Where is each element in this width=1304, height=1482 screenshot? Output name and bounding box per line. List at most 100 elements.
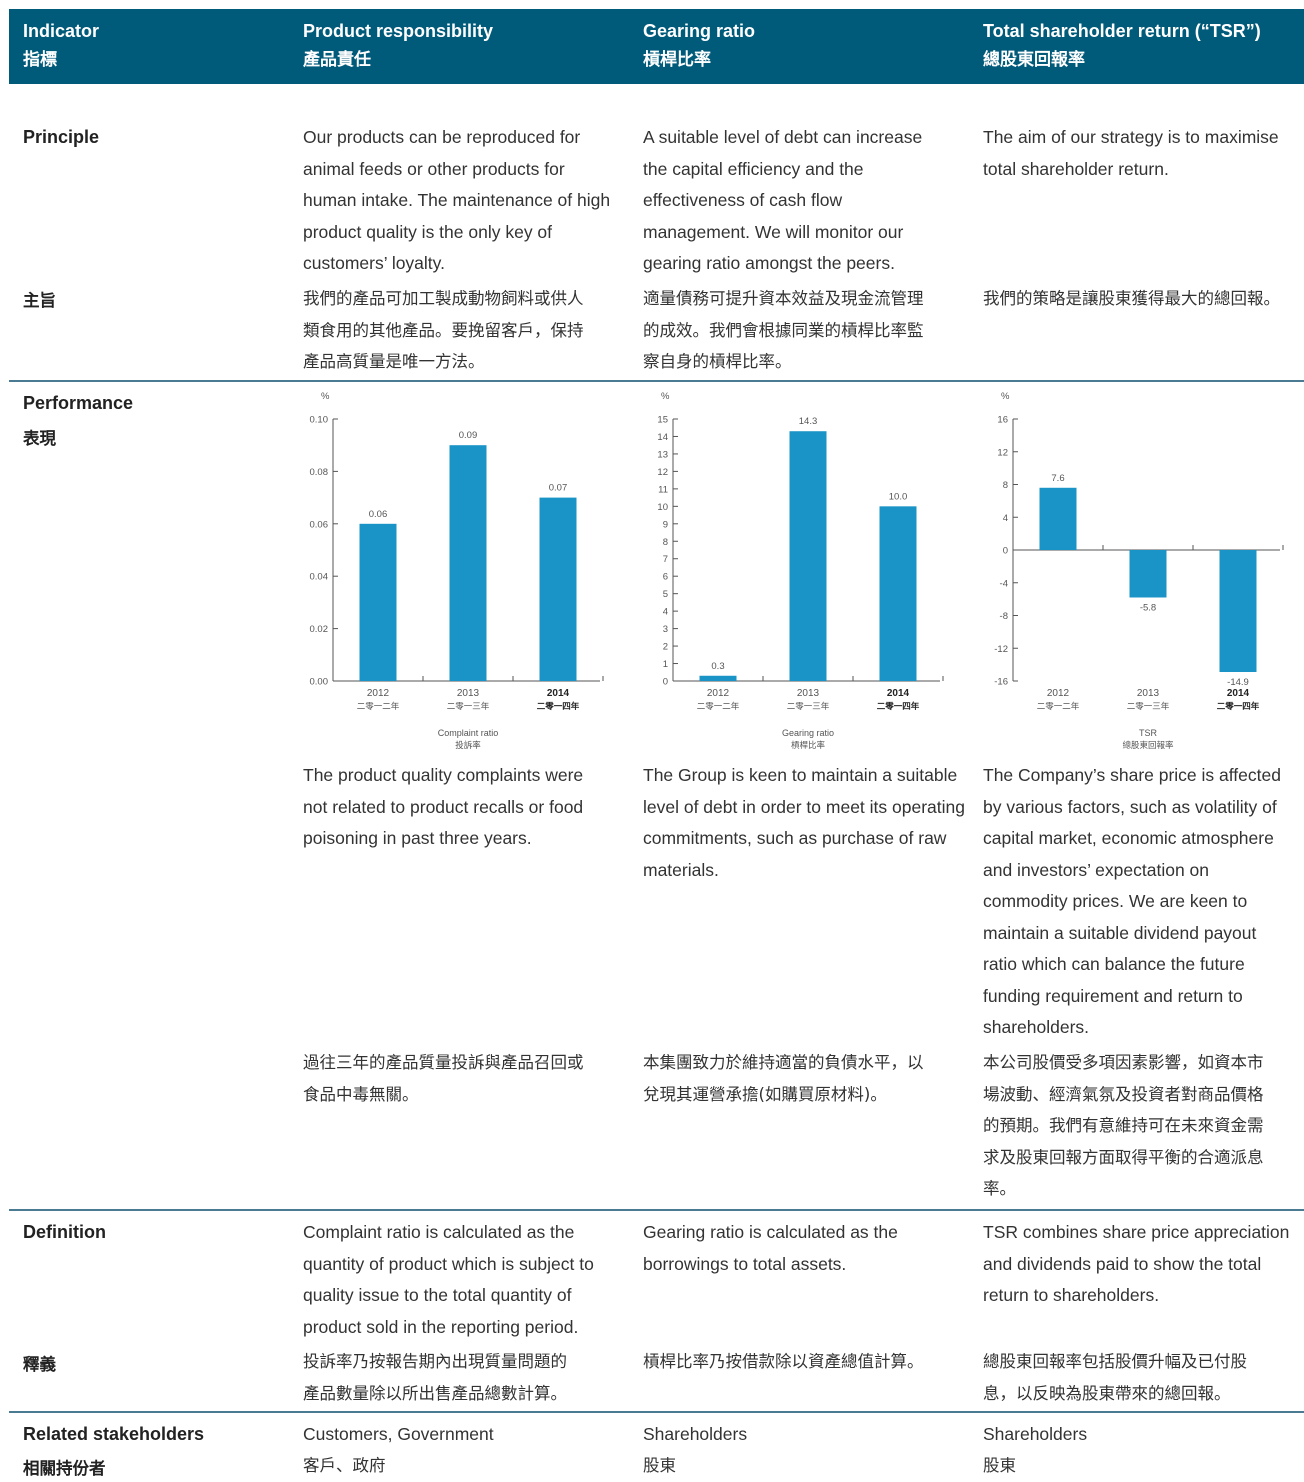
- header-zh: 產品責任: [303, 50, 371, 70]
- text-line: animal feeds or other products for: [303, 158, 565, 179]
- y-tick-label: 5: [663, 589, 668, 600]
- chart-caption-zh: 槓桿比率: [791, 740, 826, 750]
- principle-text-tsr-zh: 我們的策略是讓股東獲得最大的總回報。: [983, 283, 1280, 315]
- text-line: product quality is the only key of: [303, 221, 553, 242]
- text-line: 我們的策略是讓股東獲得最大的總回報。: [983, 289, 1280, 308]
- bar-2012: [359, 523, 397, 681]
- text-line: 本公司股價受多項因素影響，如資本市: [983, 1053, 1264, 1072]
- x-category-label-zh: 二零一二年: [1037, 701, 1080, 711]
- text-line: not related to product recalls or food: [303, 796, 584, 817]
- x-category-label-zh: 二零一二年: [357, 701, 400, 711]
- stakeholders-text-tsr: Shareholders: [983, 1419, 1087, 1451]
- text-line: borrowings to total assets.: [643, 1253, 847, 1274]
- performance-text-tsr: The Company’s share price is affected by …: [983, 760, 1281, 1044]
- definition-text-product-zh: 投訴率乃按報告期內出現質量問題的 產品數量除以所出售產品總數計算。: [303, 1346, 567, 1409]
- text-line: The Group is keen to maintain a suitable: [643, 765, 958, 785]
- y-tick-label: -4: [1000, 578, 1008, 589]
- text-line: 率。: [983, 1179, 1016, 1198]
- principle-text-gearing: A suitable level of debt can increase the…: [643, 122, 922, 280]
- text-line: 槓桿比率乃按借款除以資產總值計算。: [643, 1352, 924, 1371]
- header-indicator: Indicator 指標: [23, 20, 99, 71]
- text-line: 產品數量除以所出售產品總數計算。: [303, 1383, 567, 1403]
- data-label: 7.6: [1051, 473, 1064, 484]
- text-line: 適量債務可提升資本效益及現金流管理: [643, 289, 924, 308]
- text-line: The Company’s share price is affected: [983, 765, 1281, 785]
- principle-text-product: Our products can be reproduced for animal…: [303, 122, 610, 280]
- text-line: 股東: [643, 1456, 676, 1475]
- text-line: materials.: [643, 859, 719, 880]
- text-line: funding requirement and return to: [983, 985, 1243, 1006]
- header-zh: 槓桿比率: [643, 50, 711, 70]
- text-line: Shareholders: [643, 1424, 748, 1444]
- bar-2014: [539, 497, 577, 681]
- text-line: total shareholder return.: [983, 158, 1169, 179]
- text-line: 客戶、政府: [303, 1456, 386, 1475]
- performance-label: Performance: [23, 393, 134, 413]
- definition-text-tsr-zh: 總股東回報率包括股價升幅及已付股 息，以反映為股東帶來的總回報。: [983, 1346, 1247, 1409]
- text-line: the capital efficiency and the: [643, 158, 864, 179]
- text-line: level of debt in order to meet its opera…: [643, 796, 965, 817]
- text-line: Our products can be reproduced for: [303, 127, 581, 147]
- y-tick-label: 15: [657, 415, 668, 426]
- y-tick-label: 7: [663, 554, 668, 565]
- header-en: Product responsibility: [303, 21, 494, 41]
- y-tick-label: 12: [657, 467, 668, 478]
- performance-label-zh: 表現: [23, 429, 56, 448]
- bar-2013: [449, 445, 487, 681]
- bar-2013: [1129, 550, 1167, 598]
- row-divider: [9, 1209, 1304, 1211]
- row-divider: [9, 1411, 1304, 1413]
- principle-text-tsr: The aim of our strategy is to maximise to…: [983, 122, 1279, 185]
- y-tick-label: 4: [663, 607, 668, 618]
- x-category-label-zh: 二零一四年: [537, 701, 580, 711]
- text-line: poisoning in past three years.: [303, 828, 532, 848]
- text-line: Gearing ratio is calculated as the: [643, 1222, 898, 1242]
- text-line: return to shareholders.: [983, 1285, 1160, 1305]
- gearing-ratio-chart: %01234567891011121314150.32012二零一二年14.32…: [657, 391, 944, 750]
- header-zh: 總股東回報率: [983, 50, 1085, 70]
- text-line: commitments, such as purchase of raw: [643, 828, 947, 848]
- performance-text-gearing-zh: 本集團致力於維持適當的負債水平，以 兌現其運營承擔(如購買原材料)。: [643, 1047, 924, 1110]
- complaint-ratio-chart: % 0.00 0.02 0.04 0.06 0.08 0.10 0.06 2012 二零一二年 0.…: [310, 391, 604, 750]
- y-tick-label: 0.02: [310, 624, 329, 635]
- header-tsr: Total shareholder return (“TSR”) 總股東回報率: [983, 20, 1261, 71]
- text-line: 我們的產品可加工製成動物飼料或供人: [303, 289, 584, 308]
- unit-label: %: [321, 391, 330, 402]
- text-line: and investors’ expectation on: [983, 859, 1210, 880]
- text-line: 息，以反映為股東帶來的總回報。: [983, 1383, 1231, 1403]
- text-line: capital market, economic atmosphere: [983, 828, 1274, 848]
- y-tick-label: 0.00: [310, 677, 329, 688]
- bar-2014: [1219, 550, 1257, 672]
- y-tick-label: 12: [997, 447, 1008, 458]
- header-en: Total shareholder return (“TSR”): [983, 21, 1261, 41]
- header-gearing-ratio: Gearing ratio 槓桿比率: [643, 20, 755, 71]
- data-label: 0.09: [459, 430, 478, 441]
- bar-2014: [879, 506, 917, 681]
- table-header: Indicator 指標 Product responsibility 產品責任…: [9, 9, 1304, 84]
- row-divider: [9, 380, 1304, 382]
- principle-label: Principle: [23, 127, 100, 147]
- data-label: 0.07: [549, 483, 568, 494]
- text-line: gearing ratio amongst the peers.: [643, 253, 895, 273]
- x-category-label: 2012: [367, 688, 390, 699]
- performance-text-tsr-zh: 本公司股價受多項因素影響，如資本市 場波動、經濟氣氛及投資者對商品價格 的預期。我們…: [983, 1047, 1264, 1205]
- data-label: -14.9: [1227, 677, 1249, 688]
- chart-caption-zh: 總股東回報率: [1122, 740, 1174, 750]
- y-tick-label: 1: [663, 659, 668, 670]
- y-tick-label: 0.08: [310, 467, 329, 478]
- x-category-label: 2014: [1227, 688, 1250, 699]
- text-line: 的預期。我們有意維持可在未來資金需: [983, 1116, 1264, 1135]
- principle-text-product-zh: 我們的產品可加工製成動物飼料或供人 類食用的其他產品。要挽留客戶，保持 產品高質量是…: [303, 283, 584, 378]
- stakeholders-text-gearing: Shareholders: [643, 1419, 747, 1451]
- text-line: and dividends paid to show the total: [983, 1253, 1262, 1274]
- text-line: 本集團致力於維持適當的負債水平，以: [643, 1053, 924, 1072]
- header-product-responsibility: Product responsibility 產品責任: [303, 20, 493, 71]
- text-line: A suitable level of debt can increase: [643, 127, 923, 147]
- x-category-label: 2014: [547, 688, 570, 699]
- text-line: 股東: [983, 1456, 1016, 1475]
- text-line: shareholders.: [983, 1017, 1090, 1037]
- text-line: ratio which can balance the future: [983, 954, 1245, 974]
- y-tick-label: 0.10: [310, 415, 329, 426]
- principle-label-zh: 主旨: [23, 291, 56, 310]
- x-category-label: 2013: [797, 688, 820, 699]
